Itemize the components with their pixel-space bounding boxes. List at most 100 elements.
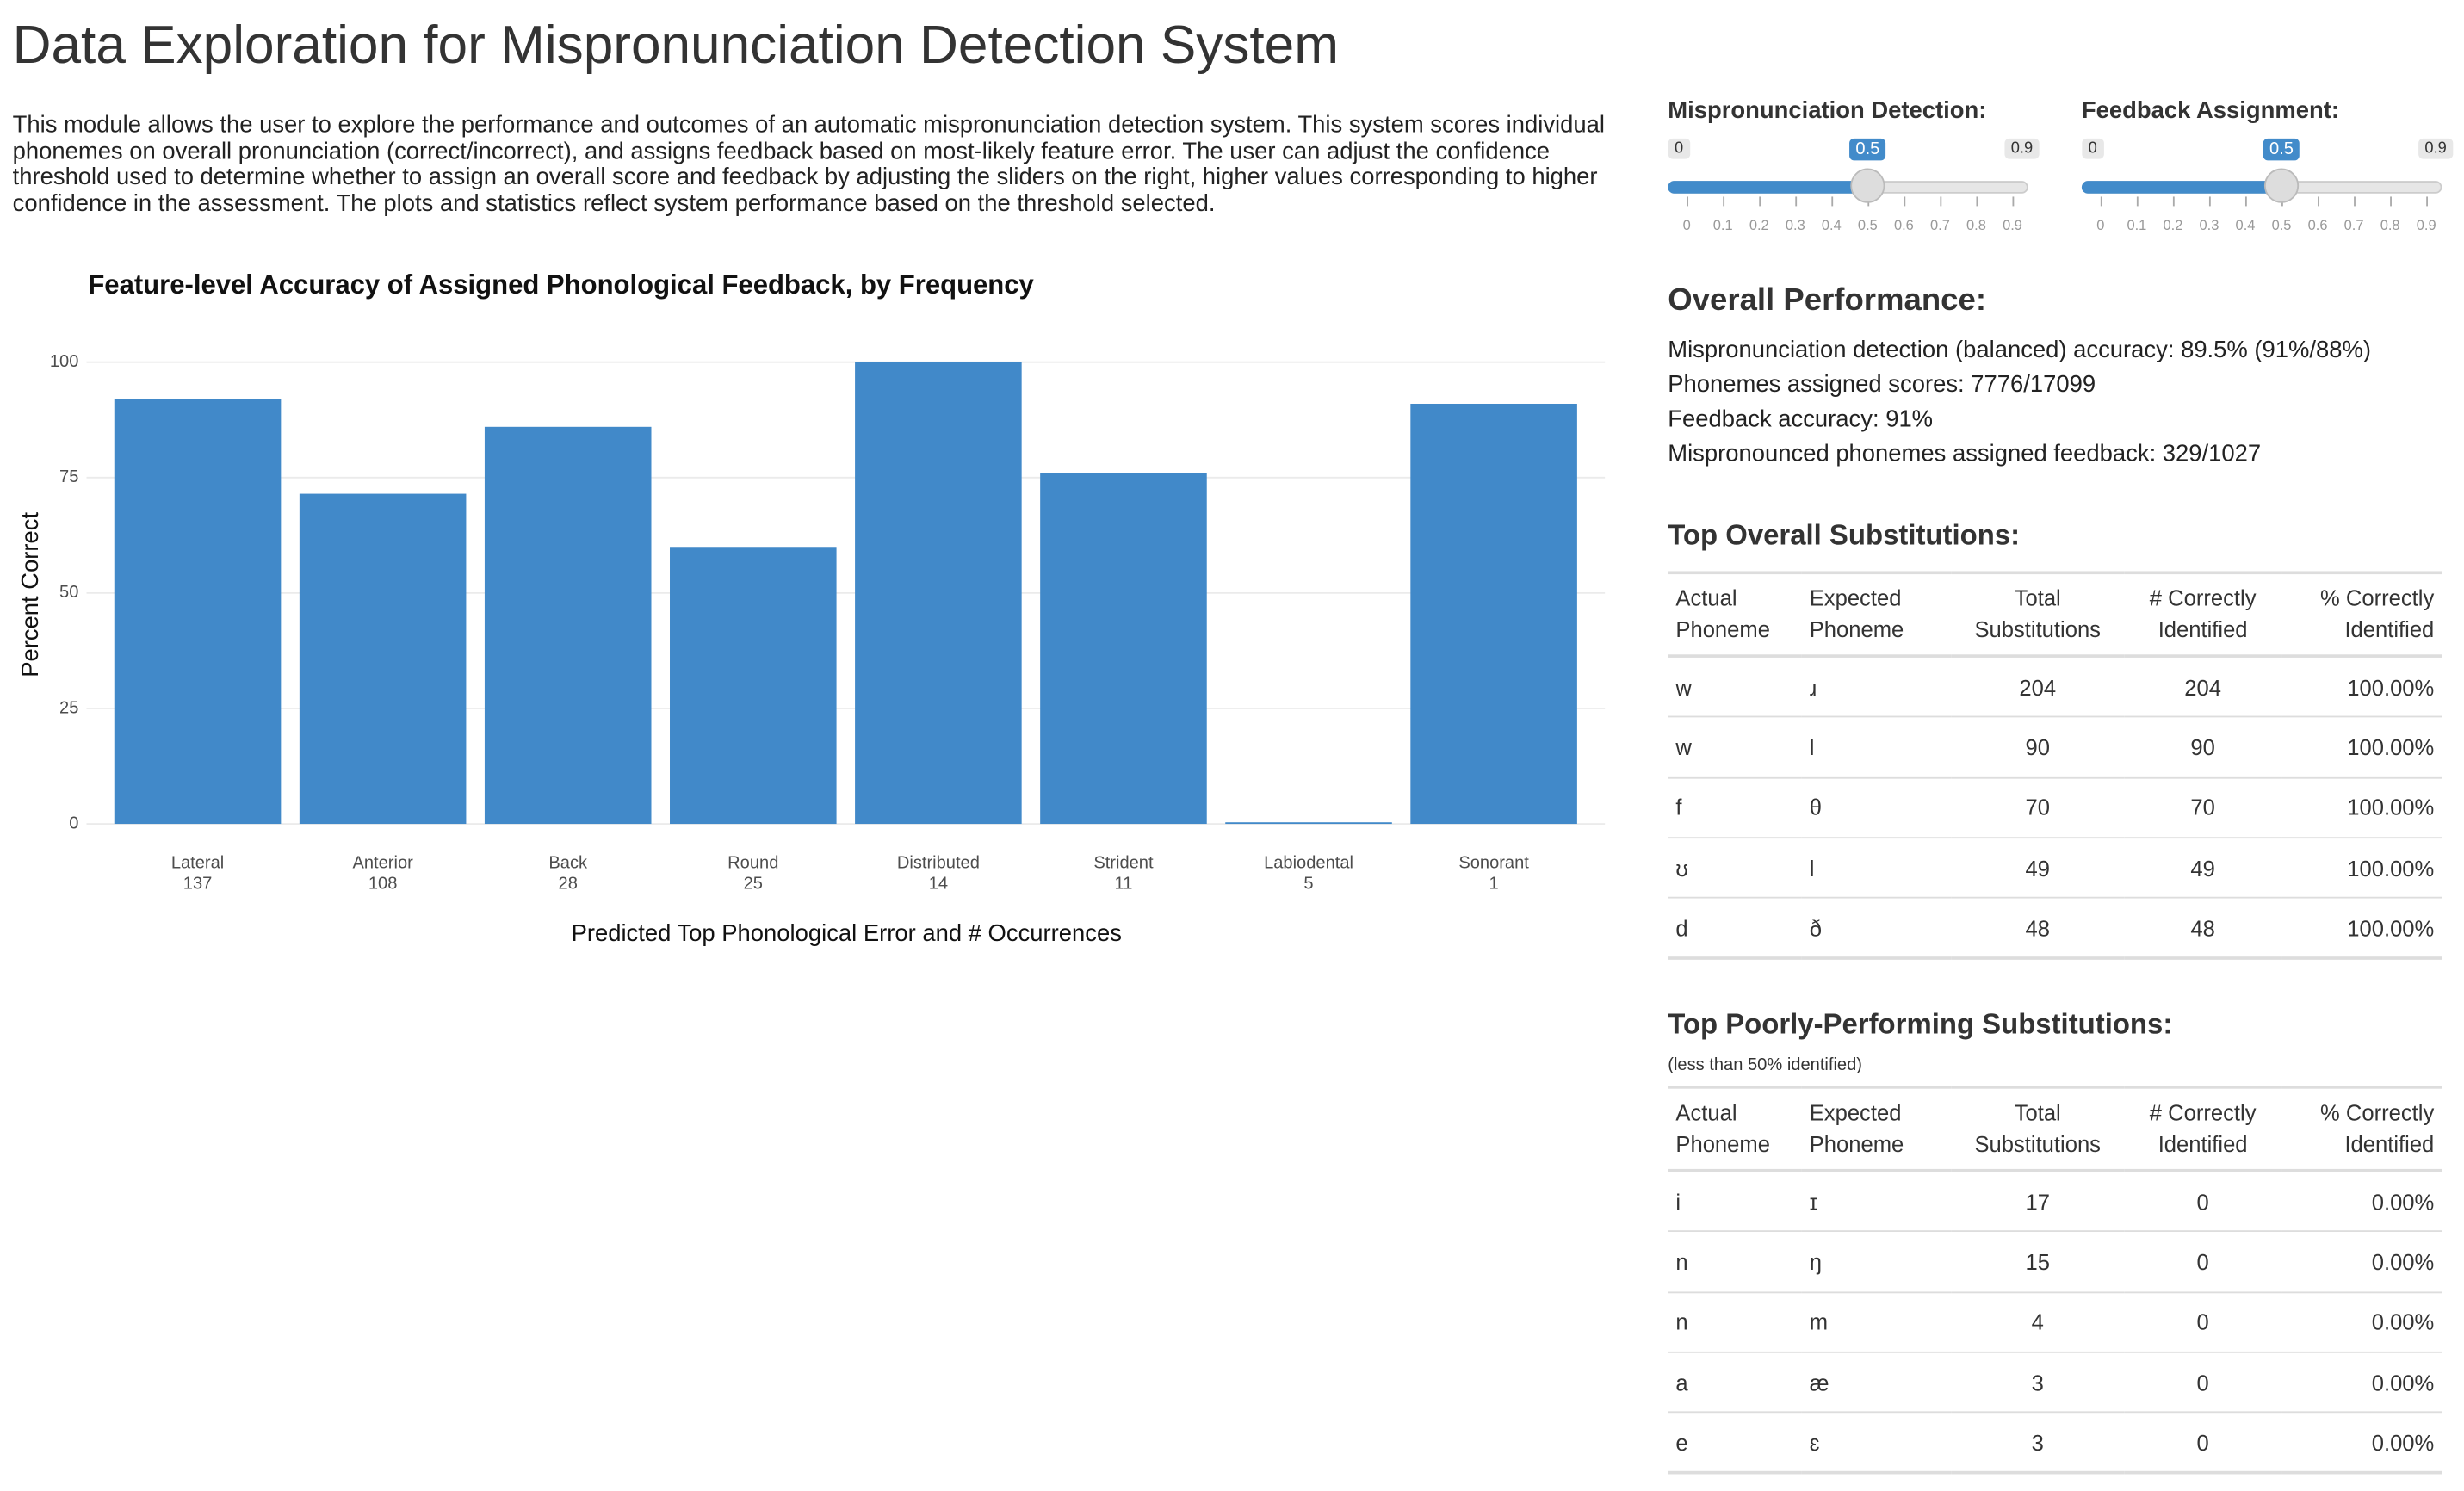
slider-tick [2208,196,2211,207]
slider-tick [2012,196,2015,207]
table-cell: a [1668,1352,1802,1414]
table-row: n ŋ 15 0 0.00% [1668,1231,2442,1293]
slider-tick-label: 0 [1682,217,1691,233]
table-cell: 100.00% [2281,777,2442,838]
slider-tick [2354,196,2356,207]
column-header: Actual Phoneme [1668,571,1802,658]
table-cell: 0 [2124,1170,2282,1233]
table-cell: 49 [2124,837,2282,899]
table-cell: ɪ [1801,1170,1952,1233]
slider-label: Feedback Assignment: [2081,97,2340,125]
page-title: Data Exploration for Mispronunciation De… [12,15,1340,76]
bar [114,399,282,825]
bar [1410,403,1577,825]
x-tick-label: Labiodental [1264,854,1353,873]
x-tick-count: 5 [1303,874,1313,893]
y-tick-label: 75 [59,467,78,486]
table-cell: θ [1801,777,1952,838]
slider-value: 0.5 [1849,138,1886,161]
table-cell: n [1668,1231,1802,1293]
slider-tick-label: 0.3 [1785,217,1805,233]
slider-tick [1759,196,1761,207]
bar [670,547,837,825]
slider-tick-label: 0.7 [1929,217,1950,233]
table-cell: 48 [1951,897,2125,961]
x-tick-count: 28 [559,874,578,893]
x-tick-count: 25 [744,874,763,893]
header-row: Actual Phoneme Expected Phoneme Total Subs… [1668,571,2442,658]
slider-min: 0 [2082,138,2104,159]
performance-line: Mispronunciation detection (balanced) ac… [1668,337,2372,364]
slider-tick [2426,196,2428,207]
table-cell: w [1668,717,1802,778]
x-tick-label: Strident [1093,854,1154,873]
slider-tick [2244,196,2247,207]
table-cell: 90 [1951,717,2125,778]
slider-label: Mispronunciation Detection: [1668,97,1987,125]
slider-tick-label: 0.8 [2380,217,2400,233]
table-cell: 100.00% [2281,897,2442,961]
column-header: Total Substitutions [1951,571,2125,658]
slider-min: 0 [1668,138,1690,159]
table-cell: 4 [1951,1291,2125,1353]
slider-tick [1795,196,1798,207]
table-cell: æ [1801,1352,1952,1414]
column-header: % Correctly Identified [2281,1086,2442,1172]
slider-thumb[interactable] [2263,168,2300,203]
slider-thumb[interactable] [1850,168,1885,203]
bar [1040,473,1207,825]
x-tick-label: Sonorant [1458,854,1529,873]
performance-line: Feedback accuracy: 91% [1668,405,1934,433]
slider-tick [2318,196,2319,207]
table-cell: i [1668,1170,1802,1233]
table-cell: l [1801,837,1952,899]
slider-tick [1940,196,1942,207]
slider-fill [1668,181,1868,194]
column-header: Expected Phoneme [1801,1086,1952,1172]
table-note: (less than 50% identified) [1668,1055,1862,1075]
y-tick-label: 25 [59,698,78,717]
slider-tick-label: 0.7 [2343,217,2364,233]
column-header: # Correctly Identified [2124,1086,2282,1172]
slider-tick-label: 0.9 [2003,217,2022,233]
table-cell: 3 [1951,1352,2125,1414]
column-header: Expected Phoneme [1801,571,1952,658]
table-cell: 90 [2124,717,2282,778]
slider-tick-label: 0.1 [1712,217,1733,233]
y-tick-label: 100 [50,352,79,371]
x-tick-count: 14 [929,874,948,893]
table-cell: 204 [1951,656,2125,718]
bar [484,426,652,825]
table-cell: ŋ [1801,1231,1952,1293]
table-row: ʊ l 49 49 100.00% [1668,837,2442,899]
y-tick-label: 0 [69,814,78,832]
table-cell: 0 [2124,1352,2282,1414]
table-cell: ɛ [1801,1412,1952,1476]
table-cell: l [1801,717,1952,778]
table-cell: 0.00% [2281,1352,2442,1414]
table: Actual Phoneme Expected Phoneme Total Subs… [1668,1086,2442,1476]
slider-tick-label: 0.5 [1857,217,1878,233]
table-cell: 0.00% [2281,1412,2442,1476]
bar [1225,822,1392,825]
table-title: Top Overall Substitutions: [1668,519,2021,551]
table-cell: 17 [1951,1170,2125,1233]
table-cell: 0.00% [2281,1291,2442,1353]
slider-tick [1723,196,1725,207]
y-tick-label: 50 [59,583,78,602]
slider-tick-label: 0.6 [1893,217,1914,233]
column-header: Actual Phoneme [1668,1086,1802,1172]
x-tick-label: Lateral [171,854,224,873]
slider-value: 0.5 [2263,138,2300,161]
table-row: a æ 3 0 0.00% [1668,1352,2442,1414]
table-row: w l 90 90 100.00% [1668,717,2442,778]
table-cell: 0.00% [2281,1231,2442,1293]
table-cell: 48 [2124,897,2282,961]
table-row: d ð 48 48 100.00% [1668,897,2442,961]
table-cell: f [1668,777,1802,838]
performance-line: Mispronounced phonemes assigned feedback… [1668,440,2262,467]
bar [299,493,467,825]
slider-tick-label: 0 [2096,217,2105,233]
x-tick-count: 108 [368,874,398,893]
